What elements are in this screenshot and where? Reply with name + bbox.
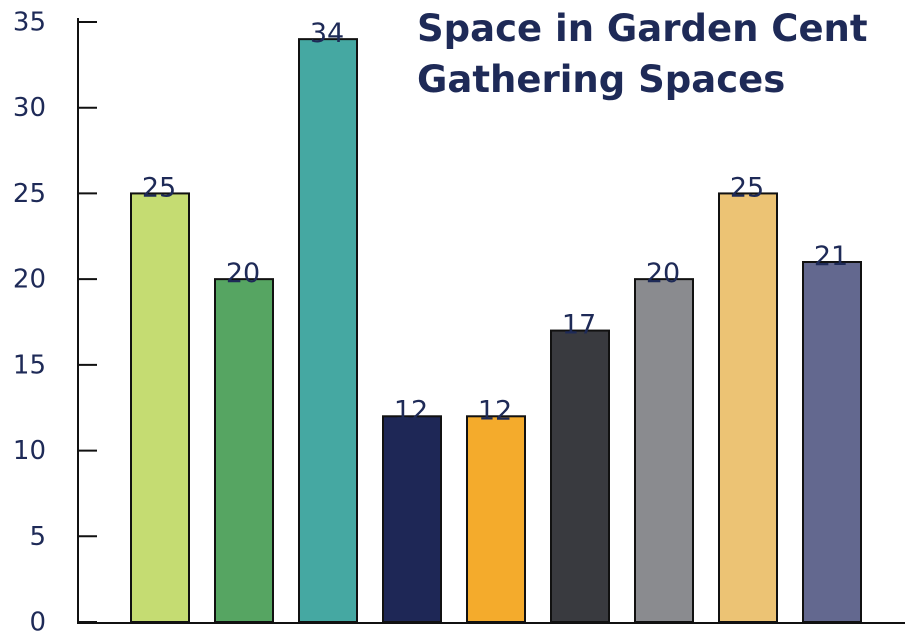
value-label: 34 — [310, 18, 344, 49]
bar — [382, 415, 442, 623]
value-label: 20 — [646, 258, 680, 289]
bar — [298, 38, 358, 623]
y-tick-label: 25 — [13, 179, 46, 209]
bar — [802, 261, 862, 623]
value-label: 21 — [814, 241, 848, 272]
value-label: 25 — [142, 172, 176, 203]
y-tick-label: 5 — [29, 522, 46, 552]
value-label: 20 — [226, 258, 260, 289]
y-tick-label: 35 — [13, 8, 46, 38]
chart-title: Space in Garden Cent — [417, 7, 868, 50]
value-label: 17 — [562, 310, 596, 341]
bar — [718, 192, 778, 624]
value-label: 12 — [394, 395, 428, 426]
bar — [634, 278, 694, 623]
chart-title: Gathering Spaces — [417, 58, 785, 101]
bar — [466, 415, 526, 623]
bar — [130, 192, 190, 624]
y-tick-label: 10 — [13, 436, 46, 466]
y-tick-label: 20 — [13, 265, 46, 295]
y-tick-label: 15 — [13, 350, 46, 380]
y-tick-label: 30 — [13, 93, 46, 123]
bar — [214, 278, 274, 623]
y-tick-label: 0 — [29, 608, 46, 635]
value-label: 25 — [730, 172, 764, 203]
value-label: 12 — [478, 395, 512, 426]
bar — [550, 329, 610, 623]
